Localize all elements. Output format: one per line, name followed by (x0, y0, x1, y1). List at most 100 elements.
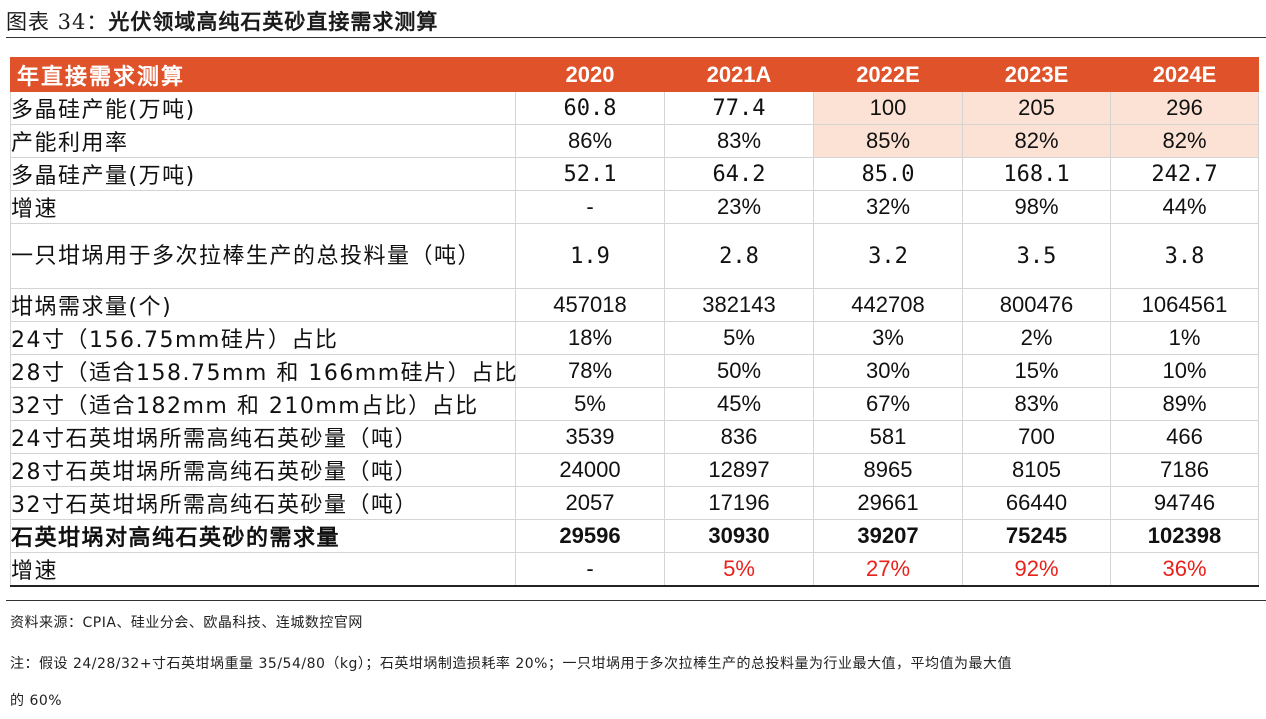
table-cell: 15% (962, 354, 1111, 388)
table-cell: 45% (664, 387, 814, 421)
row-label: 28寸（适合158.75mm 和 166mm硅片）占比 (10, 354, 517, 388)
table-cell: 82% (1110, 124, 1259, 158)
table-cell: 50% (664, 354, 814, 388)
table-cell: 1.9 (515, 223, 665, 289)
table-row: 坩埚需求量(个) 457018 382143 442708 800476 106… (10, 288, 1259, 322)
table-cell: 3539 (515, 420, 665, 454)
table-row: 32寸石英坩埚所需高纯石英砂量（吨） 2057 17196 29661 6644… (10, 486, 1259, 520)
row-label: 多晶硅产量(万吨) (10, 157, 516, 191)
table-cell: 296 (1110, 91, 1259, 125)
table-cell: 700 (962, 420, 1111, 454)
table-cell: 1064561 (1110, 288, 1259, 322)
table-cell: 7186 (1110, 453, 1259, 487)
header-year: 2021A (664, 57, 814, 92)
table-cell: - (515, 552, 665, 587)
table-cell: 442708 (813, 288, 963, 322)
assumption-note-continued: 的 60% (10, 693, 63, 709)
table-row: 多晶硅产量(万吨) 52.1 64.2 85.0 168.1 242.7 (10, 157, 1259, 191)
table-cell: 5% (664, 321, 814, 355)
table-cell: 12897 (664, 453, 814, 487)
table-cell: 60.8 (515, 91, 665, 125)
table-cell: 29661 (813, 486, 963, 520)
table-cell: 102398 (1110, 519, 1259, 553)
table-cell: 836 (664, 420, 814, 454)
row-label: 28寸石英坩埚所需高纯石英砂量（吨） (10, 453, 516, 487)
table-cell: 75245 (962, 519, 1111, 553)
table-cell: 2.8 (664, 223, 814, 289)
table-cell: 36% (1110, 552, 1259, 587)
table-cell: 581 (813, 420, 963, 454)
row-label: 产能利用率 (10, 124, 516, 158)
table-cell: 466 (1110, 420, 1259, 454)
figure-title: 图表 34：光伏领域高纯石英砂直接需求测算 (6, 6, 438, 34)
header-row-label: 年直接需求测算 (10, 57, 516, 92)
row-label: 多晶硅产能(万吨) (10, 91, 516, 125)
table-cell: 2% (962, 321, 1111, 355)
table-cell: 18% (515, 321, 665, 355)
header-year: 2023E (962, 57, 1111, 92)
table-row: 增速 - 5% 27% 92% 36% (10, 552, 1259, 587)
table-row-total: 石英坩埚对高纯石英砂的需求量 29596 30930 39207 75245 1… (10, 519, 1259, 553)
table-cell: 3.8 (1110, 223, 1259, 289)
table-row: 增速 - 23% 32% 98% 44% (10, 190, 1259, 224)
table-cell: 85.0 (813, 157, 963, 191)
table-cell: 23% (664, 190, 814, 224)
table-cell: 205 (962, 91, 1111, 125)
table-cell: - (515, 190, 665, 224)
table-cell: 66440 (962, 486, 1111, 520)
row-label: 32寸（适合182mm 和 210mm占比）占比 (10, 387, 516, 421)
header-year: 2022E (813, 57, 963, 92)
table-row: 28寸（适合158.75mm 和 166mm硅片）占比 78% 50% 30% … (10, 354, 1259, 388)
table-cell: 85% (813, 124, 963, 158)
table-cell: 17196 (664, 486, 814, 520)
table-cell: 100 (813, 91, 963, 125)
table-row: 24寸石英坩埚所需高纯石英砂量（吨） 3539 836 581 700 466 (10, 420, 1259, 454)
header-year: 2020 (515, 57, 665, 92)
row-label: 24寸石英坩埚所需高纯石英砂量（吨） (10, 420, 516, 454)
table-cell: 242.7 (1110, 157, 1259, 191)
table-cell: 24000 (515, 453, 665, 487)
table-cell: 82% (962, 124, 1111, 158)
row-label: 增速 (10, 552, 516, 587)
row-label: 一只坩埚用于多次拉棒生产的总投料量（吨） (10, 223, 516, 289)
table-row: 28寸石英坩埚所需高纯石英砂量（吨） 24000 12897 8965 8105… (10, 453, 1259, 487)
table-row: 产能利用率 86% 83% 85% 82% 82% (10, 124, 1259, 158)
table-cell: 52.1 (515, 157, 665, 191)
table-cell: 44% (1110, 190, 1259, 224)
table-cell: 8965 (813, 453, 963, 487)
table-cell: 29596 (515, 519, 665, 553)
row-label: 坩埚需求量(个) (10, 288, 516, 322)
table-cell: 382143 (664, 288, 814, 322)
header-year: 2024E (1110, 57, 1259, 92)
table-cell: 27% (813, 552, 963, 587)
table-cell: 3.5 (962, 223, 1111, 289)
table-cell: 64.2 (664, 157, 814, 191)
figure-label: 图表 34： (6, 10, 109, 34)
table-cell: 10% (1110, 354, 1259, 388)
demand-table: 年直接需求测算 2020 2021A 2022E 2023E 2024E 多晶硅… (10, 57, 1259, 587)
title-divider (6, 37, 1266, 38)
row-label: 32寸石英坩埚所需高纯石英砂量（吨） (10, 486, 516, 520)
table-row: 多晶硅产能(万吨) 60.8 77.4 100 205 296 (10, 91, 1259, 125)
table-cell: 8105 (962, 453, 1111, 487)
source-note: 资料来源：CPIA、硅业分会、欧晶科技、连城数控官网 (10, 615, 363, 631)
table-cell: 5% (664, 552, 814, 587)
table-cell: 800476 (962, 288, 1111, 322)
table-cell: 83% (962, 387, 1111, 421)
table-cell: 3% (813, 321, 963, 355)
table-cell: 39207 (813, 519, 963, 553)
row-label: 石英坩埚对高纯石英砂的需求量 (10, 519, 516, 553)
table-cell: 32% (813, 190, 963, 224)
table-cell: 5% (515, 387, 665, 421)
table-cell: 168.1 (962, 157, 1111, 191)
table-cell: 30930 (664, 519, 814, 553)
row-label: 24寸（156.75mm硅片）占比 (10, 321, 516, 355)
table-cell: 67% (813, 387, 963, 421)
table-cell: 83% (664, 124, 814, 158)
table-header-row: 年直接需求测算 2020 2021A 2022E 2023E 2024E (10, 57, 1259, 92)
table-cell: 77.4 (664, 91, 814, 125)
table-row: 32寸（适合182mm 和 210mm占比）占比 5% 45% 67% 83% … (10, 387, 1259, 421)
footer-divider (6, 600, 1266, 601)
table-cell: 92% (962, 552, 1111, 587)
row-label: 增速 (10, 190, 516, 224)
